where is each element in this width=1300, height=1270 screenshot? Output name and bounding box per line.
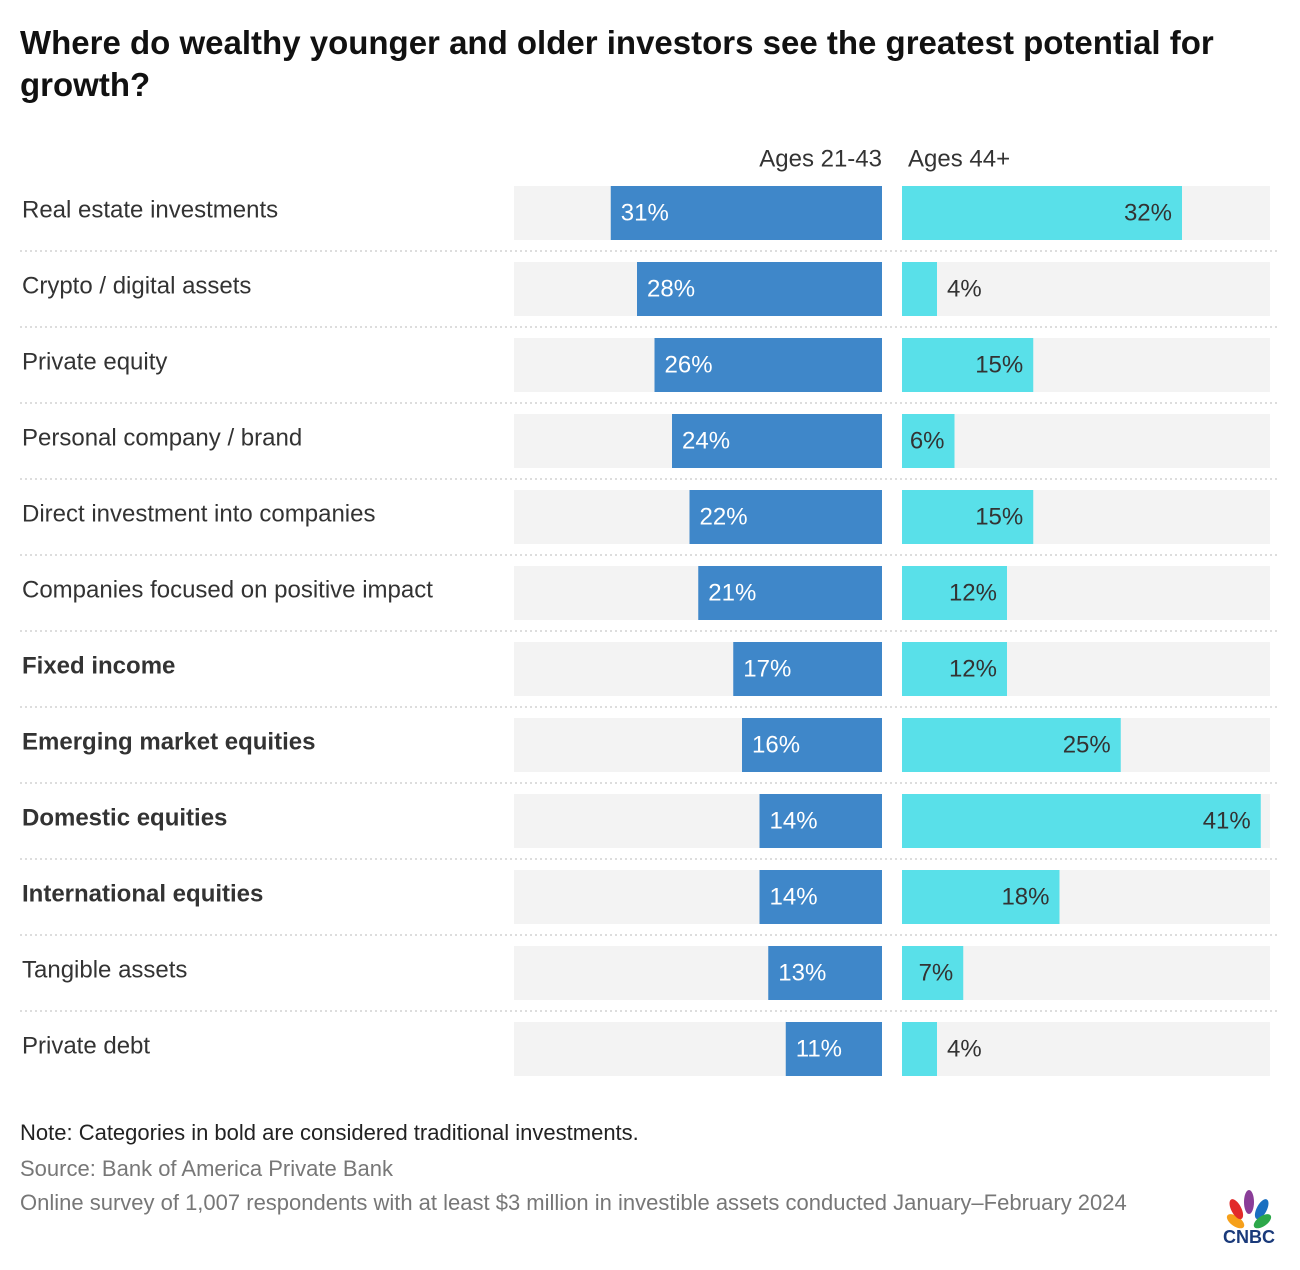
bar	[742, 718, 882, 772]
value-label: 25%	[1063, 731, 1111, 758]
value-label: 12%	[949, 579, 997, 606]
value-label: 41%	[1203, 807, 1251, 834]
category-label: Domestic equities	[22, 804, 227, 831]
category-label: Real estate investments	[22, 196, 278, 223]
value-label: 4%	[947, 1035, 982, 1062]
logo: CNBC	[1223, 1190, 1275, 1247]
value-label: 18%	[1001, 883, 1049, 910]
value-label: 14%	[770, 883, 818, 910]
category-label: Emerging market equities	[22, 728, 315, 755]
value-label: 22%	[700, 503, 748, 530]
value-label: 16%	[752, 731, 800, 758]
bar	[902, 946, 964, 1000]
category-label: International equities	[22, 880, 263, 907]
value-label: 31%	[621, 199, 669, 226]
note: Note: Categories in bold are considered …	[20, 1120, 639, 1145]
bar	[902, 566, 1007, 620]
bar	[902, 870, 1060, 924]
bar	[759, 794, 882, 848]
bar	[672, 414, 882, 468]
bar	[902, 794, 1261, 848]
category-label: Crypto / digital assets	[22, 272, 251, 299]
category-label: Personal company / brand	[22, 424, 302, 451]
category-label: Fixed income	[22, 652, 175, 679]
category-label: Tangible assets	[22, 956, 187, 983]
bar	[759, 870, 882, 924]
category-label: Private equity	[22, 348, 167, 375]
bar	[698, 566, 882, 620]
bar	[902, 718, 1121, 772]
chart: Ages 21-43 Ages 44+ Real estate investment…	[20, 145, 1278, 1076]
bar	[902, 186, 1182, 240]
value-label: 21%	[708, 579, 756, 606]
value-label: 24%	[682, 427, 730, 454]
value-label: 17%	[743, 655, 791, 682]
value-label: 7%	[919, 959, 954, 986]
bar	[654, 338, 882, 392]
peacock	[1226, 1190, 1272, 1229]
bar	[902, 338, 1034, 392]
value-label: 28%	[647, 275, 695, 302]
value-label: 11%	[796, 1035, 842, 1062]
bar	[785, 1022, 882, 1076]
bar	[902, 1022, 937, 1076]
value-label: 26%	[665, 351, 713, 378]
bar	[733, 642, 882, 696]
value-label: 6%	[910, 427, 945, 454]
bar	[637, 262, 882, 316]
category-label: Private debt	[22, 1032, 150, 1059]
chart-title: Where do wealthy younger and older inves…	[20, 24, 1214, 103]
bar	[902, 414, 955, 468]
bar	[902, 490, 1034, 544]
category-label: Direct investment into companies	[22, 500, 375, 527]
value-label: 14%	[770, 807, 818, 834]
legend-label: Ages 21-43	[759, 145, 882, 172]
value-label: 15%	[975, 351, 1023, 378]
value-label: 13%	[778, 959, 826, 986]
source: Source: Bank of America Private Bank	[20, 1156, 393, 1181]
value-label: 32%	[1124, 199, 1172, 226]
bar	[902, 642, 1007, 696]
bar	[768, 946, 882, 1000]
logo-text: CNBC	[1223, 1227, 1275, 1247]
bar	[610, 186, 882, 240]
value-label: 12%	[949, 655, 997, 682]
value-label: 4%	[947, 275, 982, 302]
track	[902, 946, 1270, 1000]
category-label: Companies focused on positive impact	[22, 576, 433, 603]
bar	[689, 490, 882, 544]
track	[902, 1022, 1270, 1076]
bar	[902, 262, 937, 316]
track	[902, 414, 1270, 468]
survey-note: Online survey of 1,007 respondents with …	[20, 1190, 1127, 1215]
track	[902, 262, 1270, 316]
value-label: 15%	[975, 503, 1023, 530]
legend-label: Ages 44+	[908, 145, 1010, 172]
